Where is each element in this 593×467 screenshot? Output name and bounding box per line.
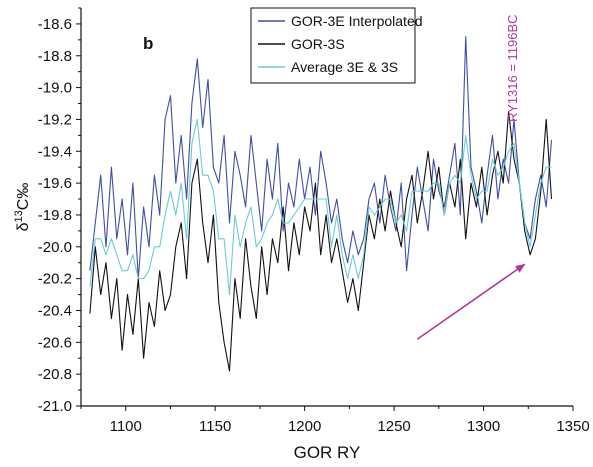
y-tick-label: -19.4 (38, 143, 72, 160)
y-tick-label: -21.0 (38, 398, 72, 415)
trend-arrow (416, 263, 526, 340)
y-tick-label: -20.6 (38, 334, 72, 351)
legend-label-1: GOR-3S (291, 36, 345, 52)
y-label-superscript: 13 (13, 210, 25, 222)
y-tick-label: -18.8 (38, 48, 72, 65)
y-tick-label: -20.2 (38, 271, 72, 288)
x-tick-label: 1200 (288, 418, 321, 435)
ry-annotation-label: RY1316 = 1196BC (505, 14, 520, 122)
y-tick-label: -18.6 (38, 16, 72, 33)
x-tick-label: 1250 (377, 418, 410, 435)
y-tick-label: -19.0 (38, 80, 72, 97)
y-axis-label: δ13C‰ (13, 183, 32, 232)
y-label-delta: δ (15, 222, 32, 231)
legend: GOR-3E Interpolated GOR-3S Average 3E & 3S (250, 7, 423, 84)
y-tick-label: -20.4 (38, 302, 72, 319)
legend-label-2: Average 3E & 3S (291, 59, 398, 75)
series-line-2 (89, 118, 552, 296)
legend-label-0: GOR-3E Interpolated (291, 13, 423, 29)
ticks-layer: 1100 1150 1200 1250 1300 1350 -18.6 -18.8 -19.0 -… (38, 7, 590, 435)
x-tick-label: 1100 (110, 418, 142, 435)
x-tick-label: 1150 (199, 418, 231, 435)
series-layer (89, 36, 553, 372)
y-tick-label: -19.8 (38, 207, 72, 224)
series-line-1 (89, 110, 553, 372)
y-tick-label: -20.0 (38, 239, 72, 256)
y-tick-label: -20.8 (38, 366, 72, 383)
panel-label: b (143, 34, 153, 53)
x-tick-label: 1350 (556, 418, 589, 435)
y-tick-label: -19.6 (38, 175, 72, 192)
x-tick-label: 1300 (467, 418, 500, 435)
y-label-rest: C‰ (15, 183, 32, 211)
series-line-0 (89, 36, 553, 280)
x-axis-label: GOR RY (294, 443, 361, 462)
y-tick-label: -19.2 (38, 111, 72, 128)
